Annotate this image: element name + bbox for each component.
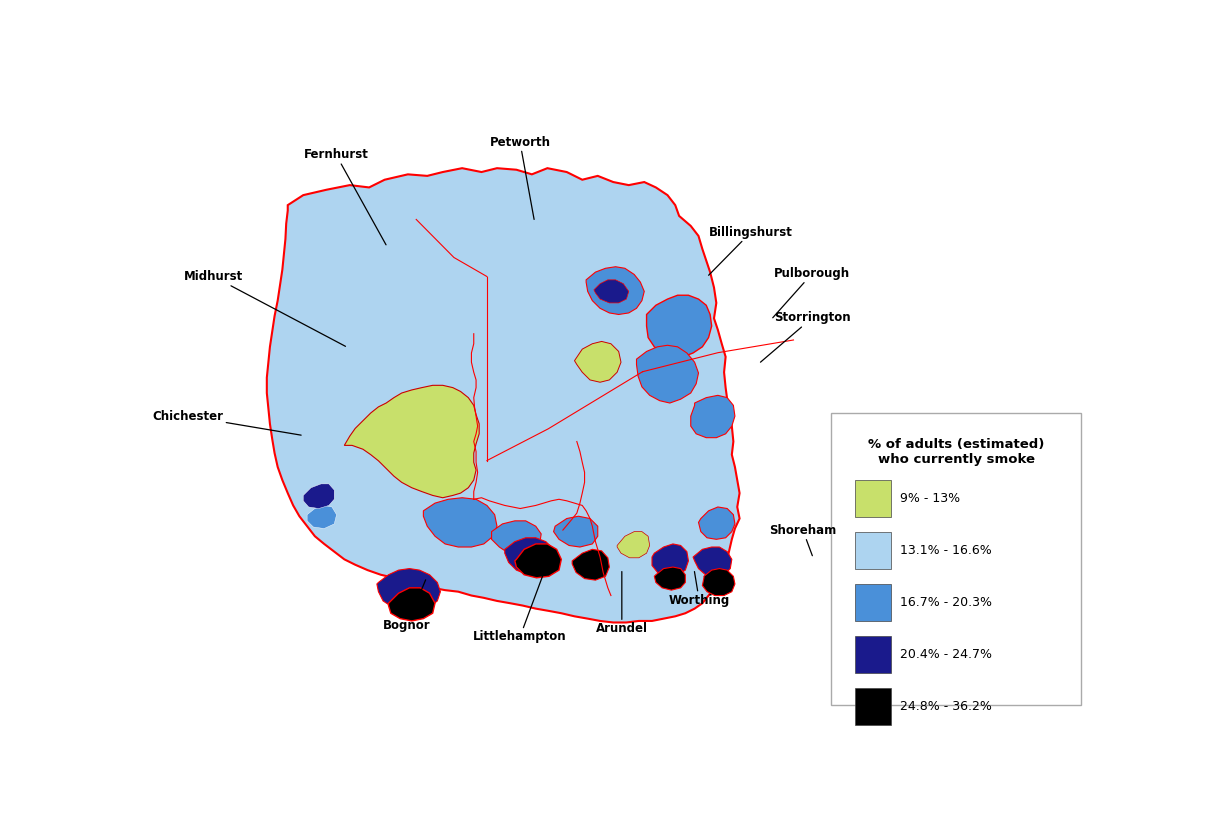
- Polygon shape: [572, 550, 610, 580]
- Polygon shape: [691, 396, 735, 438]
- Text: Arundel: Arundel: [596, 572, 647, 635]
- Bar: [854, 532, 891, 569]
- Bar: [854, 636, 891, 673]
- Polygon shape: [652, 544, 689, 576]
- Polygon shape: [692, 547, 731, 576]
- Text: Midhurst: Midhurst: [184, 270, 346, 346]
- Polygon shape: [636, 345, 699, 403]
- Text: 13.1% - 16.6%: 13.1% - 16.6%: [901, 544, 992, 557]
- Text: 20.4% - 24.7%: 20.4% - 24.7%: [901, 648, 992, 661]
- Polygon shape: [702, 569, 735, 596]
- Polygon shape: [303, 484, 335, 508]
- Text: Shoreham: Shoreham: [769, 524, 836, 555]
- Text: % of adults (estimated)
who currently smoke: % of adults (estimated) who currently sm…: [868, 438, 1044, 466]
- Polygon shape: [617, 531, 650, 558]
- Text: Littlehampton: Littlehampton: [473, 574, 567, 644]
- Polygon shape: [515, 544, 561, 578]
- Polygon shape: [344, 386, 479, 498]
- Polygon shape: [655, 567, 685, 590]
- Polygon shape: [699, 507, 735, 540]
- Text: 9% - 13%: 9% - 13%: [901, 492, 960, 505]
- Text: Billingshurst: Billingshurst: [708, 226, 793, 275]
- Text: Bognor: Bognor: [383, 580, 431, 632]
- Polygon shape: [646, 295, 712, 357]
- Polygon shape: [574, 341, 621, 382]
- Polygon shape: [492, 521, 542, 555]
- Polygon shape: [594, 280, 629, 303]
- FancyBboxPatch shape: [831, 413, 1081, 705]
- Text: Storrington: Storrington: [761, 311, 851, 363]
- Polygon shape: [388, 588, 434, 621]
- Polygon shape: [307, 505, 337, 528]
- Polygon shape: [377, 569, 441, 611]
- Text: 16.7% - 20.3%: 16.7% - 20.3%: [901, 596, 992, 609]
- Text: Worthing: Worthing: [668, 572, 730, 606]
- Polygon shape: [505, 538, 555, 575]
- Text: Fernhurst: Fernhurst: [303, 148, 386, 245]
- Polygon shape: [587, 267, 644, 315]
- Text: 24.8% - 36.2%: 24.8% - 36.2%: [901, 700, 992, 714]
- Bar: [854, 688, 891, 725]
- Text: Pulborough: Pulborough: [773, 267, 851, 318]
- Text: Chichester: Chichester: [152, 410, 301, 435]
- Polygon shape: [267, 168, 740, 622]
- Text: Petworth: Petworth: [489, 135, 550, 219]
- Bar: [854, 584, 891, 621]
- Polygon shape: [554, 516, 598, 547]
- Bar: [854, 480, 891, 517]
- Polygon shape: [424, 498, 497, 547]
